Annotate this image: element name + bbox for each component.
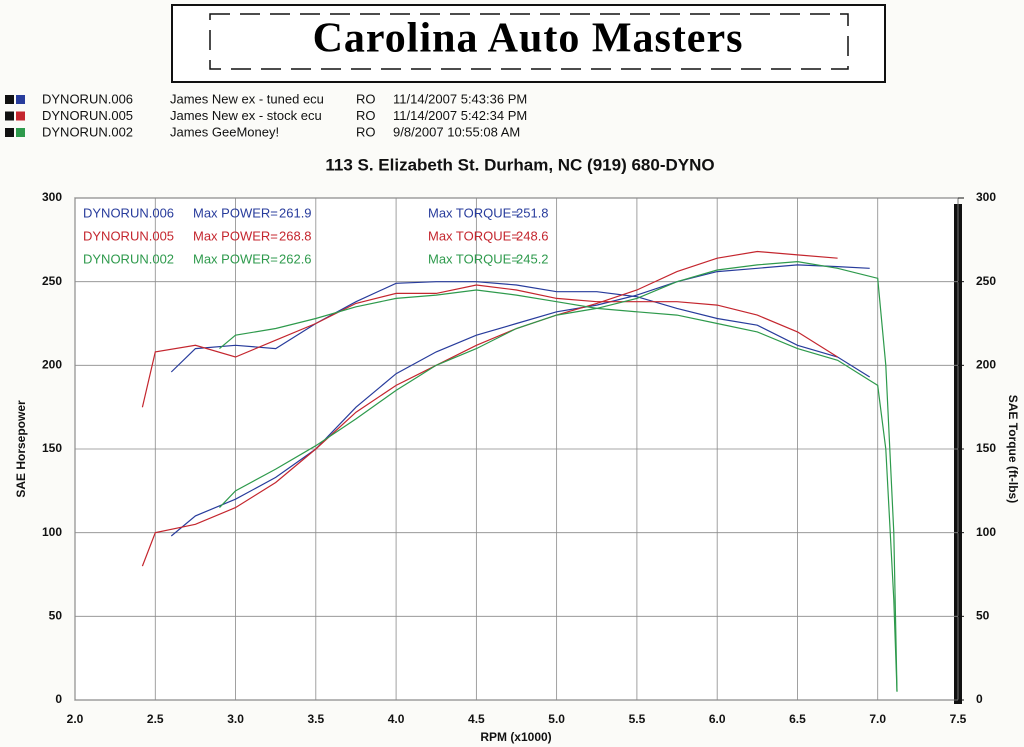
logo: Carolina Auto Masters [313, 16, 744, 62]
run-description: James GeeMoney! [170, 124, 279, 139]
x-tick-label: 6.0 [709, 712, 726, 726]
x-tick-label: 5.0 [548, 712, 565, 726]
legend-name: DYNORUN.005 [83, 228, 174, 243]
y2-tick-label: 150 [976, 441, 996, 455]
y2-tick-label: 0 [976, 692, 983, 706]
run-date: 11/14/2007 5:42:34 PM [393, 108, 527, 123]
y2-tick-label: 250 [976, 274, 996, 288]
legend-power-value: 261.9 [279, 205, 312, 220]
run-flag: RO [356, 124, 376, 139]
x-tick-label: 5.5 [629, 712, 646, 726]
x-tick-label: 2.0 [67, 712, 84, 726]
y-tick-label: 100 [42, 525, 62, 539]
x-axis-label: RPM (x1000) [480, 730, 551, 744]
torque-line [170, 281, 871, 378]
legend-power-label: Max POWER= [193, 228, 278, 243]
power-line [141, 250, 838, 567]
y-axis-label: SAE Horsepower [14, 400, 28, 498]
x-tick-label: 4.5 [468, 712, 485, 726]
power-line [170, 264, 870, 537]
run-name: DYNORUN.002 [42, 124, 133, 139]
x-tick-label: 7.5 [950, 712, 967, 726]
run-icon [5, 95, 14, 104]
run-date: 11/14/2007 5:43:36 PM [393, 91, 527, 106]
legend-power-value: 268.8 [279, 228, 312, 243]
y2-axis-label: SAE Torque (ft-lbs) [1006, 395, 1020, 503]
legend-torque-value: 251.8 [516, 205, 549, 220]
run-icon [16, 95, 25, 104]
y2-tick-label: 100 [976, 525, 996, 539]
run-icon [5, 128, 14, 137]
run-name: DYNORUN.006 [42, 91, 133, 106]
legend-torque-label: Max TORQUE= [428, 251, 519, 266]
legend-name: DYNORUN.002 [83, 251, 174, 266]
y2-tick-label: 50 [976, 609, 990, 623]
x-tick-label: 3.0 [227, 712, 244, 726]
x-tick-label: 2.5 [147, 712, 164, 726]
run-flag: RO [356, 108, 376, 123]
torque-line [219, 289, 898, 692]
y-tick-label: 250 [42, 274, 62, 288]
y2-tick-label: 200 [976, 358, 996, 372]
y2-tick-label: 300 [976, 190, 996, 204]
run-description: James New ex - stock ecu [170, 108, 322, 123]
y-tick-label: 150 [42, 441, 62, 455]
y-tick-label: 200 [42, 358, 62, 372]
run-date: 9/8/2007 10:55:08 AM [393, 124, 520, 139]
legend-torque-value: 245.2 [516, 251, 549, 266]
x-tick-label: 6.5 [789, 712, 806, 726]
run-description: James New ex - tuned ecu [170, 91, 324, 106]
legend-torque-label: Max TORQUE= [428, 205, 519, 220]
legend-power-label: Max POWER= [193, 251, 278, 266]
subtitle: 113 S. Elizabeth St. Durham, NC (919) 68… [325, 155, 714, 174]
y-tick-label: 50 [49, 609, 63, 623]
x-tick-label: 3.5 [307, 712, 324, 726]
legend-torque-value: 248.6 [516, 228, 549, 243]
run-icon [5, 111, 14, 121]
legend-torque-label: Max TORQUE= [428, 228, 519, 243]
run-icon [16, 128, 25, 137]
x-tick-label: 4.0 [388, 712, 405, 726]
legend-name: DYNORUN.006 [83, 205, 174, 220]
torque-line [141, 284, 838, 408]
x-tick-label: 7.0 [869, 712, 886, 726]
run-flag: RO [356, 91, 376, 106]
logo-inner-frame [209, 13, 849, 70]
run-name: DYNORUN.005 [42, 108, 133, 123]
logo-frame [171, 4, 886, 83]
legend-power-value: 262.6 [279, 251, 312, 266]
run-icon [16, 111, 25, 121]
y-tick-label: 300 [42, 190, 62, 204]
y-tick-label: 0 [55, 692, 62, 706]
legend-power-label: Max POWER= [193, 205, 278, 220]
